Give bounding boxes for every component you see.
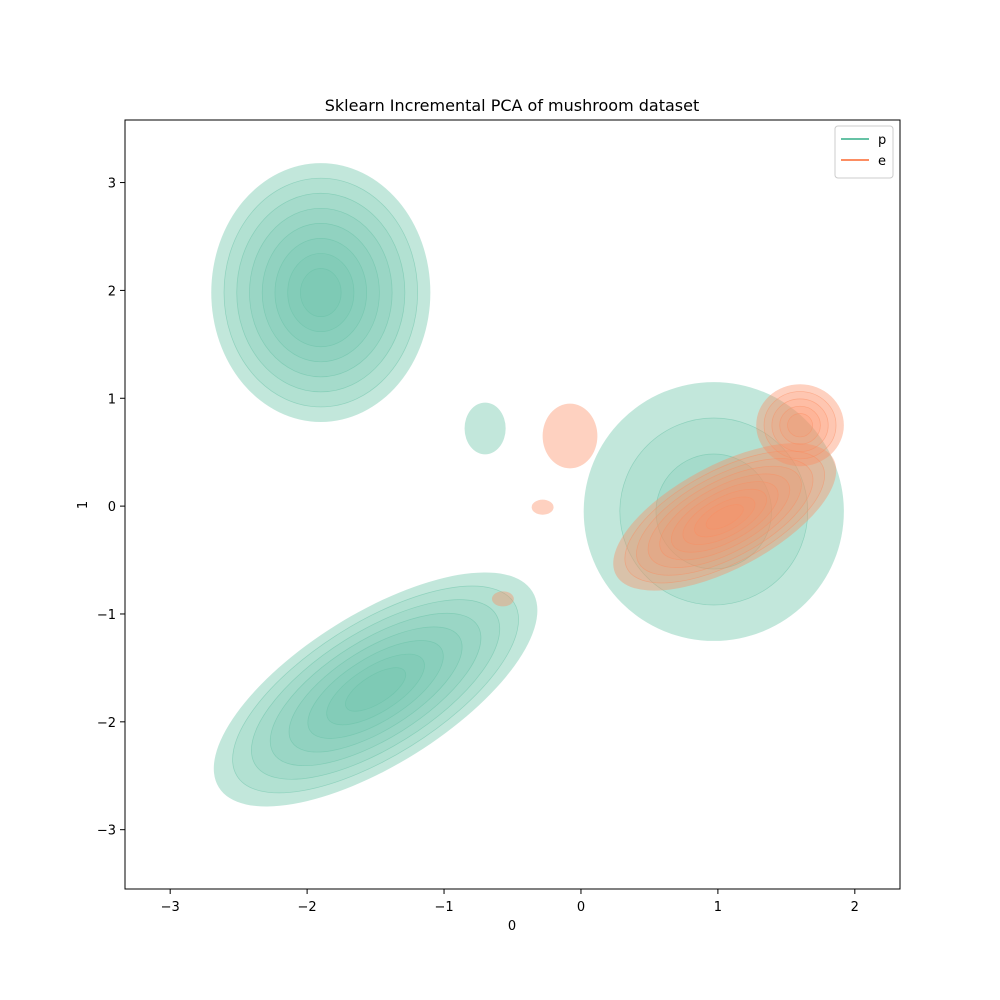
y-tick-label: −2 bbox=[97, 716, 116, 731]
y-tick-label: 0 bbox=[108, 500, 116, 515]
density-contour bbox=[624, 450, 825, 584]
series-e-cluster bbox=[491, 591, 514, 607]
series-e-cluster bbox=[531, 499, 554, 515]
series-p-cluster bbox=[464, 402, 506, 455]
x-tick-label: −1 bbox=[434, 900, 453, 915]
density-contour bbox=[326, 653, 425, 726]
density-contour bbox=[491, 591, 514, 607]
density-contour bbox=[287, 253, 355, 333]
legend: pe bbox=[834, 125, 894, 179]
density-contour bbox=[583, 382, 844, 641]
density-contour bbox=[771, 398, 829, 452]
series-p-cluster bbox=[213, 572, 538, 807]
density-contour bbox=[213, 572, 538, 807]
density-contour bbox=[307, 640, 444, 739]
plot-frame bbox=[124, 119, 901, 890]
x-tick-label: −2 bbox=[298, 900, 317, 915]
density-layer bbox=[211, 163, 844, 807]
series-e-cluster bbox=[542, 403, 598, 469]
y-tick-label: −1 bbox=[97, 608, 116, 623]
x-axis-label: 0 bbox=[508, 919, 516, 934]
density-contour bbox=[249, 207, 393, 378]
density-contour bbox=[756, 384, 844, 467]
series-e-density bbox=[491, 384, 844, 607]
series-p-density bbox=[211, 163, 844, 807]
density-contour bbox=[705, 504, 744, 530]
density-contour bbox=[274, 238, 368, 348]
density-contour bbox=[542, 403, 598, 469]
y-axis-ticks: 3 2 1 0 −1 −2 −3 bbox=[97, 177, 125, 839]
density-contour bbox=[613, 443, 837, 591]
density-contour bbox=[682, 488, 767, 545]
density-contour bbox=[236, 192, 406, 393]
density-contour bbox=[670, 481, 779, 553]
series-e-cluster bbox=[613, 443, 837, 591]
y-tick-label: 1 bbox=[108, 392, 116, 407]
density-contour bbox=[288, 626, 463, 753]
y-tick-label: −3 bbox=[97, 824, 116, 839]
x-tick-label: −3 bbox=[161, 900, 180, 915]
density-contour bbox=[232, 585, 519, 794]
density-contour bbox=[261, 222, 380, 363]
density-contour bbox=[647, 465, 802, 568]
density-contour bbox=[211, 163, 431, 422]
density-contour bbox=[531, 499, 554, 515]
density-contour bbox=[636, 458, 814, 576]
legend-label: p bbox=[878, 133, 886, 148]
density-contour bbox=[779, 405, 821, 445]
x-tick-label: 0 bbox=[577, 900, 585, 915]
legend-label: e bbox=[878, 154, 886, 169]
x-axis-ticks: −3 −2 −1 0 1 2 bbox=[161, 889, 859, 915]
density-contour bbox=[223, 177, 418, 408]
density-contour bbox=[694, 496, 756, 538]
x-tick-label: 2 bbox=[851, 900, 859, 915]
density-contour bbox=[345, 667, 407, 712]
y-axis-label: 1 bbox=[76, 501, 91, 509]
density-contour bbox=[619, 417, 809, 606]
y-tick-label: 2 bbox=[108, 284, 116, 299]
density-contour bbox=[763, 391, 837, 460]
density-contour bbox=[659, 473, 791, 561]
series-p-cluster bbox=[211, 163, 431, 422]
chart-title: Sklearn Incremental PCA of mushroom data… bbox=[325, 96, 699, 115]
x-tick-label: 1 bbox=[714, 900, 722, 915]
density-contour bbox=[300, 268, 342, 317]
density-contour bbox=[787, 413, 813, 438]
y-tick-label: 3 bbox=[108, 177, 116, 192]
density-contour bbox=[269, 612, 482, 767]
series-e-cluster bbox=[756, 384, 844, 467]
density-contour bbox=[464, 402, 506, 455]
